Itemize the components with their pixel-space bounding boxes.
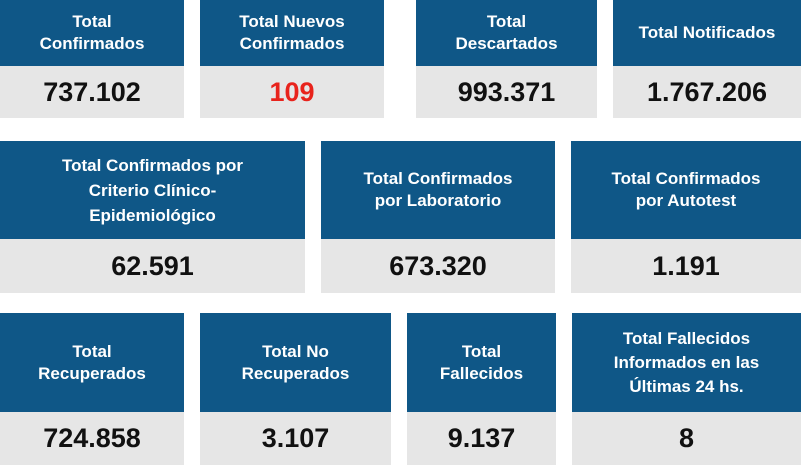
card-title-line: Confirmados — [239, 34, 345, 53]
card-title: Total Confirmados por Laboratorio — [321, 141, 555, 239]
card-value: 1.191 — [571, 239, 801, 293]
card-title: Total Descartados — [416, 0, 597, 66]
card-title-line: Total Notificados — [638, 23, 776, 42]
card-title-line: Total No — [262, 341, 329, 361]
card-title-line: Total Nuevos — [239, 12, 345, 31]
card-value: 673.320 — [321, 239, 555, 293]
card-title: Total Recuperados — [0, 313, 184, 412]
card-value: 8 — [572, 412, 801, 465]
card-total-confirmados: Total Confirmados 737.102 — [0, 0, 184, 118]
card-title: Total Confirmados — [0, 0, 184, 66]
card-title: Total Notificados — [613, 0, 801, 66]
card-title-line: Total Fallecidos — [622, 328, 751, 348]
card-title-line: Total — [72, 341, 112, 361]
card-confirmados-autotest: Total Confirmados por Autotest 1.191 — [571, 141, 801, 293]
card-title-line: Total Confirmados por — [61, 155, 243, 175]
card-title-line: Criterio Clínico- — [88, 180, 217, 200]
card-title: Total Confirmados por Criterio Clínico- Ep… — [0, 141, 305, 239]
card-title-line: por Laboratorio — [374, 191, 502, 210]
card-value: 737.102 — [0, 66, 184, 118]
card-title-line: Total Confirmados — [611, 169, 761, 188]
card-total-recuperados: Total Recuperados 724.858 — [0, 313, 184, 465]
card-title-line: Descartados — [455, 34, 558, 53]
card-title: Total Fallecidos Informados en las Últimas… — [572, 313, 801, 412]
card-title-line: Total Confirmados — [363, 169, 513, 188]
card-confirmados-laboratorio: Total Confirmados por Laboratorio 673.320 — [321, 141, 555, 293]
card-title-line: Epidemiológico — [89, 205, 216, 225]
card-value: 1.767.206 — [613, 66, 801, 118]
card-total-notificados: Total Notificados 1.767.206 — [613, 0, 801, 118]
card-value: 724.858 — [0, 412, 184, 465]
card-fallecidos-ultimas-24hs: Total Fallecidos Informados en las Últimas… — [572, 313, 801, 465]
card-confirmados-criterio-clinico: Total Confirmados por Criterio Clínico- Ep… — [0, 141, 305, 293]
card-title: Total Fallecidos — [407, 313, 556, 412]
card-title-line: Confirmados — [39, 34, 145, 53]
card-total-no-recuperados: Total No Recuperados 3.107 — [200, 313, 391, 465]
card-value: 993.371 — [416, 66, 597, 118]
card-value: 9.137 — [407, 412, 556, 465]
card-title-line: Fallecidos — [439, 363, 524, 383]
card-total-descartados: Total Descartados 993.371 — [416, 0, 597, 118]
card-title-line: por Autotest — [635, 191, 737, 210]
card-title-line: Total — [461, 341, 502, 361]
card-title-line: Recuperados — [38, 363, 146, 383]
card-title-line: Total — [72, 12, 112, 31]
card-title-line: Informados en las — [613, 352, 760, 372]
card-title: Total Nuevos Confirmados — [200, 0, 384, 66]
card-title-line: Total — [486, 12, 527, 31]
card-title: Total Confirmados por Autotest — [571, 141, 801, 239]
card-title-line: Últimas 24 hs. — [629, 376, 744, 396]
card-title: Total No Recuperados — [200, 313, 391, 412]
card-value: 62.591 — [0, 239, 305, 293]
card-value: 109 — [200, 66, 384, 118]
card-total-fallecidos: Total Fallecidos 9.137 — [407, 313, 556, 465]
card-value: 3.107 — [200, 412, 391, 465]
card-total-nuevos-confirmados: Total Nuevos Confirmados 109 — [200, 0, 384, 118]
card-title-line: Recuperados — [241, 363, 350, 383]
